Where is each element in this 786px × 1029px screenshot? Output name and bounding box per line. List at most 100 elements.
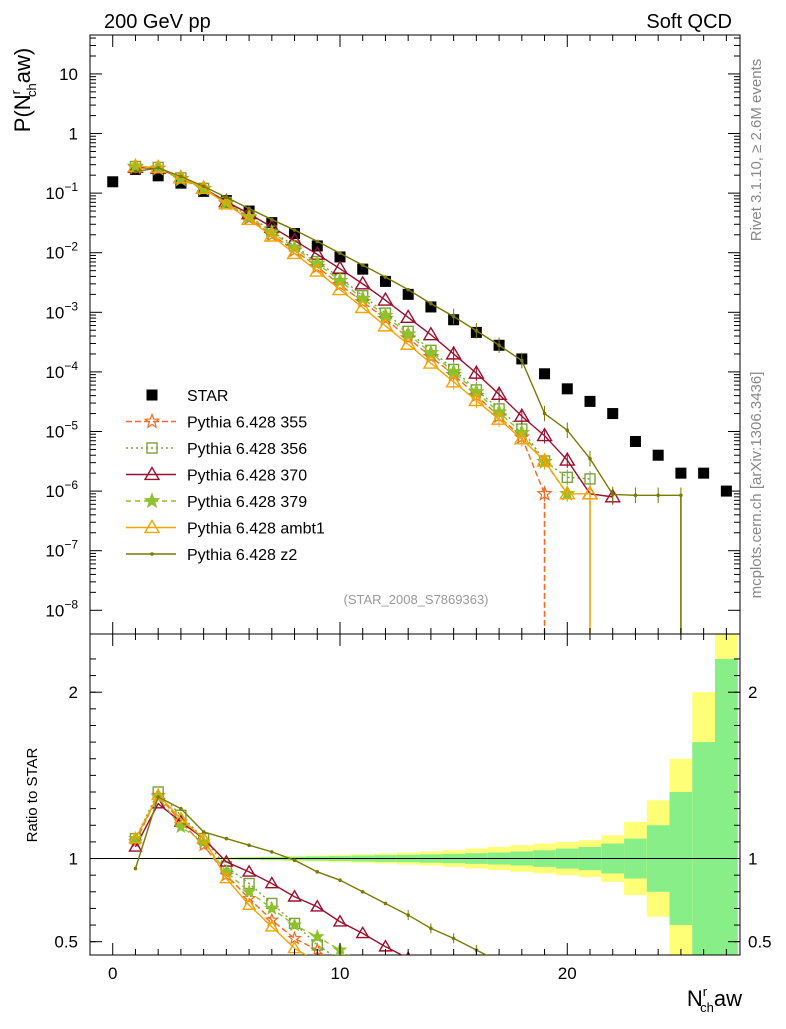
data-point: [241, 897, 257, 911]
legend-label: STAR: [187, 388, 228, 405]
y-tick-label: 10−5: [45, 418, 78, 441]
x-tick-label: 0: [108, 964, 117, 983]
data-point: [354, 275, 371, 290]
y-label-part: aw): [10, 48, 35, 83]
data-point: [633, 493, 638, 498]
data-point: [133, 866, 138, 871]
series-pythia-6-428-ambt1: [127, 158, 599, 634]
x-label-part: r: [703, 984, 708, 999]
data-point: [331, 281, 349, 296]
data-point: [286, 245, 303, 260]
data-point: [354, 299, 371, 314]
data-point: [360, 263, 365, 267]
ratio-series-line: [134, 794, 325, 955]
data-point: [156, 166, 160, 170]
data-point: [698, 467, 710, 479]
ratio-series-pythia-6-428-370: [128, 796, 411, 955]
data-point: [309, 928, 325, 944]
data-point: [107, 176, 119, 188]
data-point: [445, 373, 462, 388]
y-tick-label: 10: [59, 65, 78, 84]
y-label-part: ch: [24, 83, 39, 97]
data-point: [264, 912, 280, 927]
data-point: [241, 890, 257, 905]
data-point: [675, 467, 687, 479]
data-point: [536, 485, 553, 501]
data-point: [224, 836, 229, 841]
data-point: [607, 408, 619, 420]
legend-entry: Pythia 6.428 379: [126, 492, 307, 511]
ratio-series-line: [134, 790, 334, 955]
data-point: [383, 275, 388, 279]
data-point: [241, 884, 257, 899]
data-point: [422, 354, 440, 369]
data-point: [179, 174, 183, 179]
rivet-version-label: Rivet 3.1.10, ≥ 2.6M events: [748, 59, 765, 242]
tick-exponent: −2: [64, 240, 78, 254]
data-point: [445, 345, 462, 360]
data-point: [143, 412, 161, 429]
x-label-part: N: [687, 986, 703, 1011]
data-point: [377, 317, 394, 332]
data-point: [264, 919, 280, 932]
legend-label: Pythia 6.428 355: [187, 415, 307, 432]
data-point: [513, 430, 531, 445]
ratio-series-pythia-6-428-z2: [133, 795, 488, 955]
data-point: [150, 552, 154, 556]
legend-entry: Pythia 6.428 355: [126, 412, 307, 432]
data-point: [310, 899, 325, 912]
ratio-y-tick-label-right: 1: [748, 850, 757, 869]
data-point: [679, 493, 683, 498]
data-point: [584, 395, 596, 407]
data-point: [143, 519, 161, 534]
ratio-y-axis-label: Ratio to STAR: [24, 747, 41, 842]
data-point: [201, 830, 206, 834]
x-tick-label: 10: [331, 964, 350, 983]
data-point: [588, 456, 592, 461]
tick-mantissa: 10: [45, 184, 64, 203]
data-point: [128, 839, 143, 852]
data-point: [264, 900, 280, 915]
data-point: [224, 195, 229, 200]
data-point: [152, 170, 164, 182]
data-point: [357, 957, 368, 968]
data-point: [196, 831, 211, 844]
data-point: [143, 492, 161, 509]
ratio-y-tick-label: 1: [69, 850, 78, 869]
data-point: [383, 901, 388, 906]
data-point: [179, 806, 183, 811]
main-y-axis-label: P(Nrchaw): [8, 48, 39, 132]
y-tick-label: 10−8: [45, 597, 78, 620]
tick-exponent: −8: [64, 597, 78, 611]
ratio-uncertainty-bands: [101, 634, 738, 955]
y-tick-label: 10−2: [45, 240, 78, 263]
tick-exponent: −6: [64, 478, 78, 492]
data-point: [315, 239, 320, 244]
x-label-part: aw: [714, 986, 742, 1011]
legend: STAR Pythia 6.428 355 Pythia 6.428 356 Pyth…: [126, 388, 325, 564]
data-point: [146, 442, 158, 454]
data-point: [149, 159, 167, 174]
data-point: [406, 913, 410, 917]
data-point: [241, 864, 257, 877]
data-point: [287, 917, 302, 932]
data-point: [219, 871, 234, 884]
data-point: [218, 195, 235, 210]
tick-exponent: −3: [64, 299, 78, 313]
data-point: [311, 240, 323, 252]
data-point: [287, 889, 302, 902]
data-point: [474, 328, 479, 333]
x-tick-label: 20: [558, 964, 577, 983]
legend-entry: Pythia 6.428 z2: [126, 547, 297, 564]
tick-mantissa: 10: [45, 482, 64, 501]
data-point: [561, 383, 573, 395]
header-right: Soft QCD: [646, 11, 732, 33]
data-point: [629, 435, 641, 447]
tick-exponent: −4: [64, 359, 78, 373]
data-point: [468, 364, 485, 379]
data-point: [315, 870, 320, 874]
mcplots-source-label: mcplots.cern.ch [arXiv:1306.3436]: [748, 372, 765, 599]
